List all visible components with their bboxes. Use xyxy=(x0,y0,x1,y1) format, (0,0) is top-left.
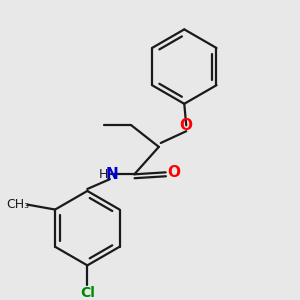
Text: O: O xyxy=(167,165,180,180)
Text: CH₃: CH₃ xyxy=(6,198,29,211)
Text: H: H xyxy=(98,168,108,181)
Text: Cl: Cl xyxy=(80,286,95,300)
Text: O: O xyxy=(180,118,193,133)
Text: N: N xyxy=(105,167,118,182)
